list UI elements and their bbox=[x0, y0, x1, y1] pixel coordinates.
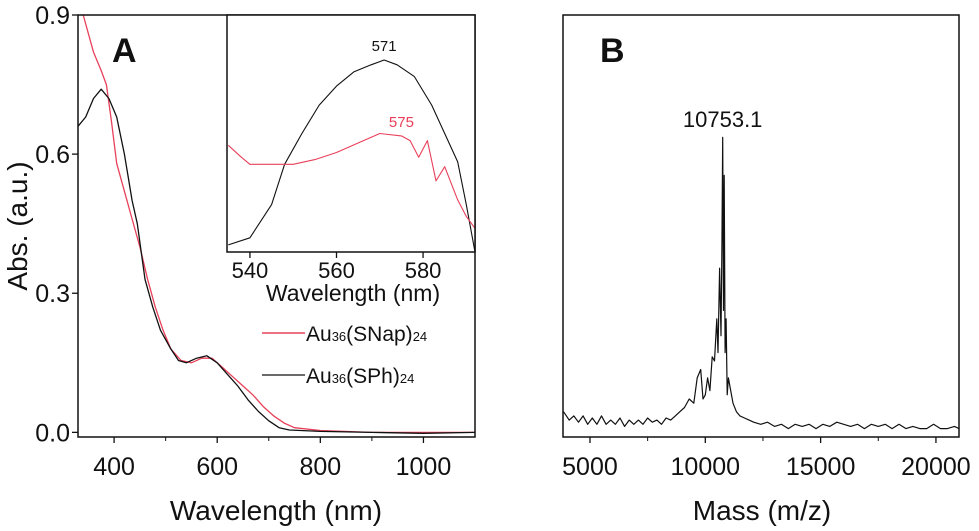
panel-a-y-tick-label: 0.9 bbox=[35, 2, 70, 30]
inset-peak-label: 575 bbox=[389, 114, 414, 131]
legend-label-snap: Au36(SNap)24 bbox=[306, 323, 427, 346]
panel-b-x-axis-label: Mass (m/z) bbox=[693, 495, 831, 526]
inset-annotations: 571 575 bbox=[372, 38, 414, 131]
panel-b-annotations: 10753.1 bbox=[683, 107, 763, 132]
panel-a-x-tick-label: 600 bbox=[196, 453, 238, 481]
panel-b-x-tick-label: 20000 bbox=[901, 453, 971, 481]
panel-b-x-tick-label: 10000 bbox=[671, 453, 741, 481]
panel-b-x-ticks: 5000 10000 15000 20000 bbox=[562, 437, 971, 481]
inset-series-line-0 bbox=[228, 59, 476, 253]
panel-b-x-tick-label: 5000 bbox=[562, 453, 618, 481]
inset-x-axis-label: Wavelength (nm) bbox=[266, 280, 440, 306]
panel-b-series-line-0 bbox=[563, 136, 960, 430]
inset-frame bbox=[226, 14, 476, 253]
inset-x-tick-label: 580 bbox=[405, 258, 442, 283]
inset-series-line-1 bbox=[227, 132, 476, 229]
panel-a-x-tick-label: 400 bbox=[93, 453, 135, 481]
panel-label-a: A bbox=[112, 32, 137, 70]
panel-a-x-ticks: 400 600 800 1000 bbox=[93, 437, 451, 481]
panel-a-y-tick-label: 0.0 bbox=[35, 419, 70, 447]
legend-label-sph: Au36(SPh)24 bbox=[306, 365, 414, 388]
panel-b-mass-spectrum-chart: B 5000 10000 15000 20000 10753.1 Mass (m/z) bbox=[562, 14, 971, 526]
panel-b-frame bbox=[562, 14, 960, 438]
panel-a-series bbox=[77, 14, 476, 434]
panel-b-series bbox=[563, 136, 960, 430]
panel-a-y-ticks: 0.0 0.3 0.6 0.9 bbox=[35, 2, 78, 447]
inset-x-ticks: 540 560 580 bbox=[232, 252, 442, 283]
panel-a-series-line-0 bbox=[82, 14, 475, 434]
panel-a-uv-vis-chart: A 400 600 800 1000 0.0 0.3 0.6 0.9 Wavelength … bbox=[2, 2, 476, 526]
panel-a-x-tick-label: 800 bbox=[299, 453, 341, 481]
inset-x-tick-label: 560 bbox=[318, 258, 355, 283]
panel-a-x-tick-label: 1000 bbox=[396, 453, 452, 481]
panel-b-peak-label: 10753.1 bbox=[683, 107, 763, 132]
panel-a-y-tick-label: 0.6 bbox=[35, 141, 70, 169]
inset-series bbox=[227, 59, 476, 253]
panel-a-x-axis-label: Wavelength (nm) bbox=[170, 495, 382, 526]
panel-b-x-tick-label: 15000 bbox=[786, 453, 856, 481]
panel-a-y-axis-label: Abs. (a.u.) bbox=[2, 161, 33, 290]
inset-x-tick-label: 540 bbox=[232, 258, 269, 283]
panel-a-legend: Au36(SNap)24 Au36(SPh)24 bbox=[262, 323, 427, 388]
panel-a-inset-chart: 540 560 580 571 575 Wavelength (nm) bbox=[226, 14, 476, 306]
panel-a-series-line-1 bbox=[77, 88, 476, 434]
panel-label-b: B bbox=[600, 32, 625, 70]
inset-peak-label: 571 bbox=[372, 38, 397, 55]
panel-a-y-tick-label: 0.3 bbox=[35, 280, 70, 308]
